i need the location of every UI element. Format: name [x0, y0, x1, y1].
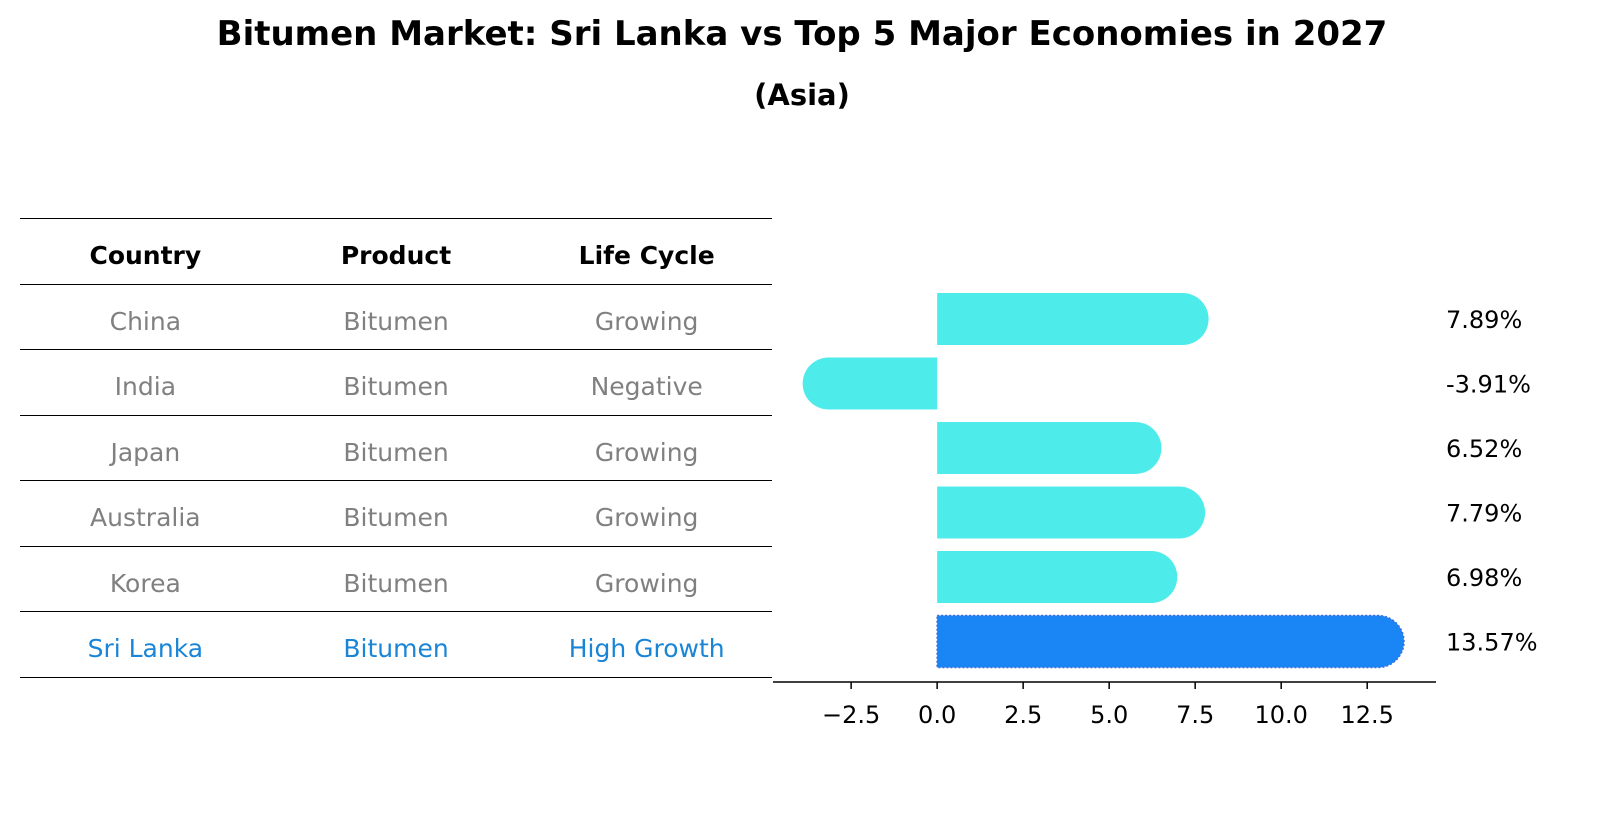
bar-china: [937, 293, 1209, 345]
x-tick-label: 2.5: [1004, 701, 1042, 729]
table-cell-product: Bitumen: [343, 568, 449, 598]
bar-value-label: 7.89%: [1446, 306, 1522, 334]
table-row: Sri Lanka Bitumen High Growth: [20, 615, 772, 682]
growth-bar-chart: 7.89% -3.91% 6.52% 7.79% 6.98% 13.57% −2.5 0.0 2…: [773, 293, 1538, 729]
bar-value-label: 6.98%: [1446, 564, 1522, 592]
x-tick-label: 12.5: [1340, 701, 1393, 729]
bar-value-label: 7.79%: [1446, 500, 1522, 528]
bar-korea: [937, 551, 1178, 603]
table-row: Korea Bitumen Growing: [20, 550, 772, 617]
table-row: Japan Bitumen Growing: [20, 419, 772, 486]
table-rule: [20, 414, 772, 416]
chart-title: Bitumen Market: Sri Lanka vs Top 5 Major…: [216, 14, 1388, 54]
table-row: Australia Bitumen Growing: [20, 484, 772, 551]
table-cell-country: India: [114, 372, 177, 401]
table-cell-product: Bitumen: [343, 372, 449, 401]
table-cell-country: Australia: [90, 503, 201, 532]
table-rule: [20, 480, 772, 481]
table-cell-life-cycle: Growing: [594, 437, 699, 467]
table-cell-country: China: [109, 306, 182, 336]
table-cell-product: Bitumen: [343, 503, 449, 532]
table-cell-product: Bitumen: [343, 437, 449, 467]
table-rule: [20, 283, 772, 285]
table-cell-country: Korea: [109, 568, 181, 598]
table-row: India Bitumen Negative: [20, 353, 772, 420]
x-tick-label: 0.0: [918, 701, 956, 729]
table-cell-life-cycle: Growing: [594, 503, 699, 532]
bar-sri-lanka: [936, 614, 1405, 669]
bar-india: [802, 357, 938, 410]
table-rule: [20, 611, 772, 612]
header-cell: Life Cycle: [578, 241, 715, 270]
x-tick-label: −2.5: [822, 701, 880, 729]
table-rule: [20, 676, 772, 678]
table-header: Country Product Life Cycle: [20, 222, 772, 289]
bar-value-label: 6.52%: [1446, 435, 1522, 463]
x-tick-label: 7.5: [1176, 701, 1214, 729]
table-row: China Bitumen Growing: [20, 288, 772, 355]
x-tick-label: 5.0: [1090, 701, 1128, 729]
table-rule: [20, 349, 772, 350]
bar-australia: [937, 486, 1206, 539]
header-cell: Product: [340, 241, 452, 270]
table-cell-product: Bitumen: [343, 306, 449, 336]
chart-subtitle: (Asia): [754, 78, 850, 112]
bar-japan: [937, 422, 1162, 474]
table-rule: [20, 218, 772, 219]
header-cell: Country: [89, 241, 202, 270]
x-tick-label: 10.0: [1254, 701, 1307, 729]
table-cell-life-cycle: Growing: [594, 568, 699, 598]
bar-value-label: -3.91%: [1446, 371, 1531, 399]
table-cell-country: Japan: [110, 437, 181, 467]
table-cell-country: Sri Lanka: [87, 634, 204, 663]
bar-value-label: 13.57%: [1446, 629, 1538, 657]
table-cell-life-cycle: High Growth: [568, 634, 725, 663]
table-cell-product: Bitumen: [343, 634, 449, 663]
table-rule: [20, 545, 772, 547]
table-cell-life-cycle: Negative: [590, 372, 703, 401]
table-cell-life-cycle: Growing: [594, 306, 699, 336]
